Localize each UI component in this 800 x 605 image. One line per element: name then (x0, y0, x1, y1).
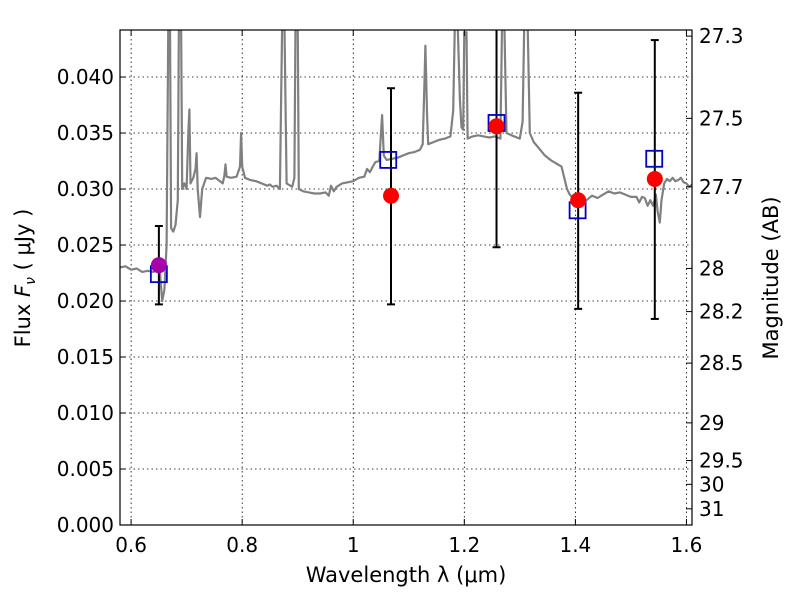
observed-point-marker (383, 187, 400, 204)
mag-tick-label: 29 (699, 411, 724, 435)
model-square-marker (379, 151, 398, 169)
x-axis-label: Wavelength λ (μm) (306, 563, 507, 587)
x-tick-label: 0.6 (115, 533, 147, 557)
observed-point-marker (646, 170, 663, 187)
axis-ticks: 0.6 0.8 1 1.2 1.4 1.6 0.000 0.005 0.010 0.015 0.02… (57, 24, 744, 557)
y-tick-label: 0.020 (57, 289, 114, 313)
x-tick-label: 1 (347, 533, 360, 557)
mag-tick-label: 28.2 (699, 300, 744, 324)
mag-tick-label: 27.3 (699, 24, 744, 48)
y-tick-label: 0.040 (57, 65, 114, 89)
y-axis-label: Flux Fν ( μJy ) (11, 209, 39, 348)
observed-point-marker (150, 257, 167, 274)
errorbar-layer (149, 30, 664, 320)
mag-tick-label: 31 (699, 497, 724, 521)
mag-tick-label: 29.5 (699, 449, 744, 473)
y-tick-label: 0.015 (57, 345, 114, 369)
mag-tick-label: 27.7 (699, 175, 744, 199)
right-axis-label: Magnitude (AB) (759, 196, 783, 359)
plot-frame (119, 29, 693, 526)
x-tick-label: 1.4 (559, 533, 591, 557)
x-tick-label: 1.2 (448, 533, 480, 557)
y-tick-label: 0.025 (57, 233, 114, 257)
y-tick-label: 0.010 (57, 401, 114, 425)
mag-tick-label: 28.5 (699, 351, 744, 375)
observed-point-marker (570, 192, 587, 209)
y-tick-label: 0.005 (57, 457, 114, 481)
y-tick-label: 0.030 (57, 177, 114, 201)
mag-tick-label: 30 (699, 472, 724, 496)
y-tick-label: 0.035 (57, 121, 114, 145)
mag-tick-label: 28 (699, 256, 724, 280)
y-tick-label: 0.000 (57, 513, 114, 537)
observed-point-marker (488, 118, 505, 135)
x-tick-label: 0.8 (226, 533, 258, 557)
model-square-marker (645, 149, 664, 168)
plot-area (120, 30, 692, 303)
mag-tick-label: 27.5 (699, 106, 744, 130)
x-tick-label: 1.6 (671, 533, 703, 557)
spectrum-line (120, 30, 692, 303)
